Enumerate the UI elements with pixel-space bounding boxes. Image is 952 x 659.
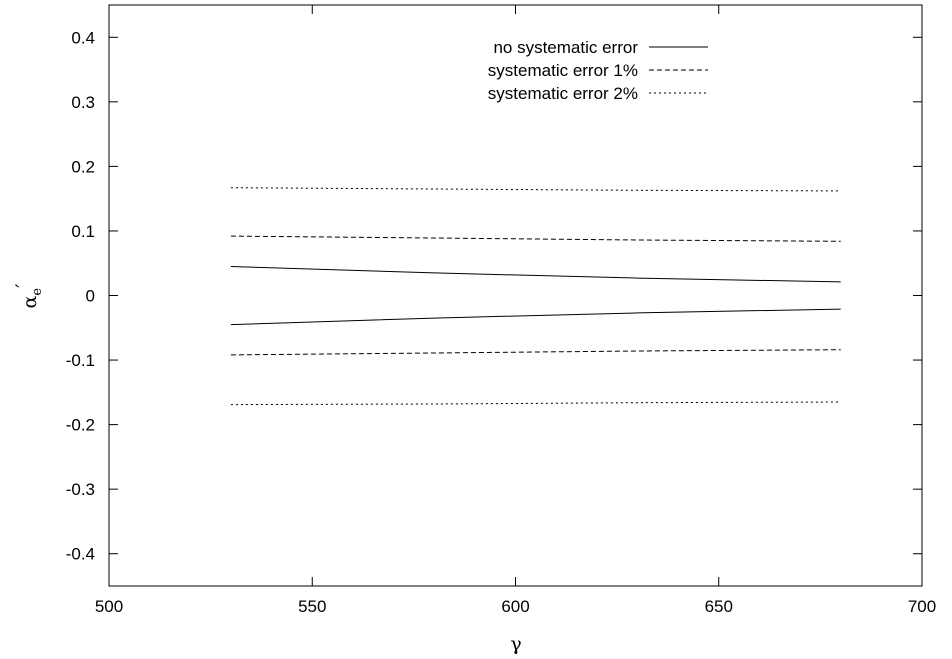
y-tick-label: 0.3 (71, 93, 95, 112)
y-tick-label: -0.1 (66, 351, 95, 370)
y-axis-label-symbol: α (19, 295, 41, 308)
y-tick-label: 0.2 (71, 157, 95, 176)
legend-label: no systematic error (493, 38, 638, 57)
y-tick-label: 0 (86, 287, 95, 306)
y-axis-label-subscript: e (30, 288, 45, 296)
series-line-dotted (230, 401, 841, 406)
y-axis-label-prime: ′ (12, 284, 34, 288)
y-tick-label: 0.1 (71, 222, 95, 241)
y-axis-label: αe′ (12, 284, 45, 309)
x-tick-label: 600 (501, 597, 529, 616)
x-tick-label: 650 (705, 597, 733, 616)
series-line-solid (230, 308, 841, 326)
y-tick-label: -0.2 (66, 416, 95, 435)
series-group (230, 187, 841, 406)
y-tick-label: 0.4 (71, 28, 95, 47)
y-tick-label: -0.4 (66, 545, 95, 564)
legend-label: systematic error 2% (488, 84, 638, 103)
svg-text:αe′: αe′ (12, 284, 45, 309)
series-line-solid (230, 266, 841, 283)
series-line-dotted (230, 187, 841, 192)
series-line-dashed (230, 349, 841, 356)
series-line-dashed (230, 235, 841, 242)
x-tick-label: 700 (908, 597, 936, 616)
x-tick-label: 550 (298, 597, 326, 616)
tick-labels: 500 550 600 650 700 0.4 0.3 0.2 0.1 0 -0.1 -0.2 -0.3… (66, 28, 936, 616)
ticks (108, 5, 923, 586)
legend: no systematic error systematic error 1% sy… (488, 38, 708, 103)
y-tick-label: -0.3 (66, 480, 95, 499)
x-axis-label: γ (510, 633, 521, 655)
legend-label: systematic error 1% (488, 61, 638, 80)
x-tick-label: 500 (95, 597, 123, 616)
